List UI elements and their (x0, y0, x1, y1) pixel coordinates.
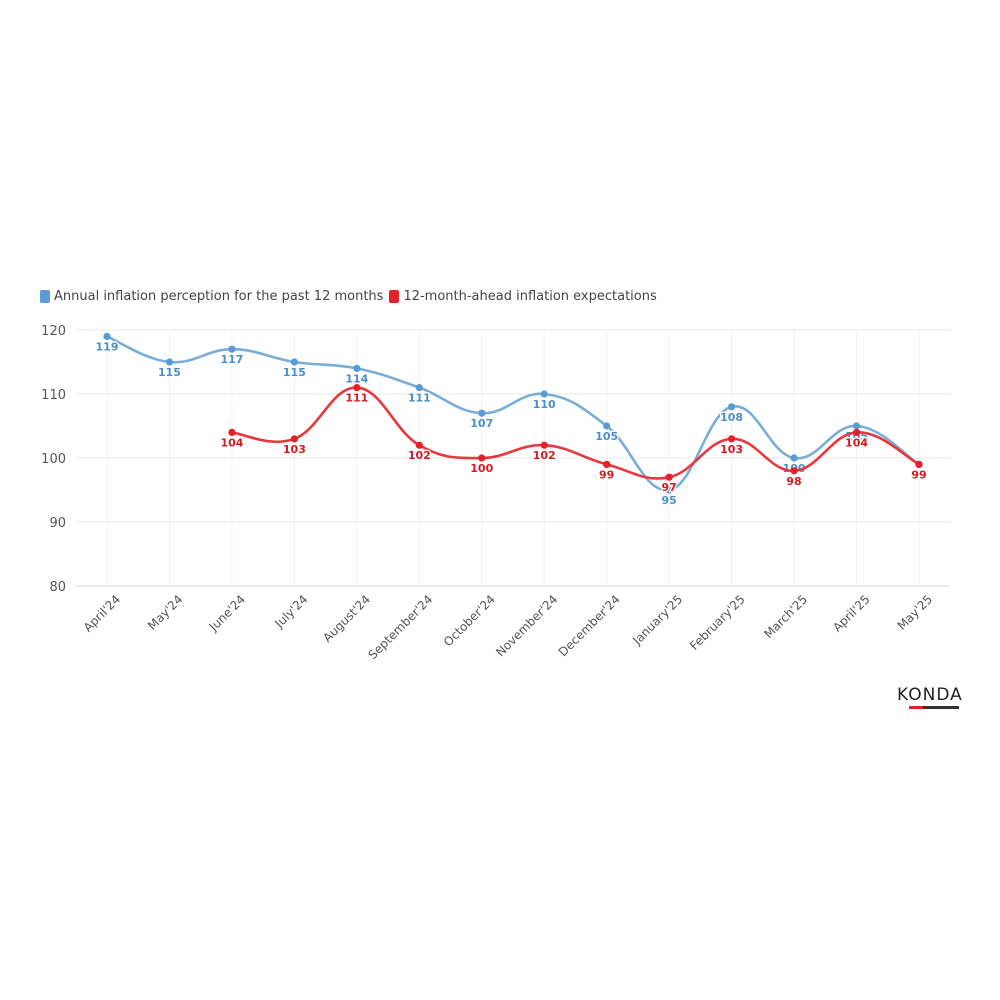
x-tick-label: January'25 (629, 592, 685, 648)
data-point-1 (353, 384, 361, 392)
data-point-0 (103, 332, 111, 340)
data-point-0 (165, 358, 174, 366)
logo-text: KONDA (897, 685, 963, 705)
x-tick-label: April'25 (830, 592, 872, 634)
data-point-0 (353, 364, 361, 372)
legend-label-perception: Annual inflation perception for the past… (54, 289, 384, 304)
data-point-0 (665, 486, 673, 494)
x-tick-label: July'24 (272, 592, 311, 631)
x-tick-label: February'25 (687, 592, 748, 653)
legend-item-expectations[interactable]: 12-month-ahead inflation expectations (389, 289, 657, 304)
data-label-1: 99 (599, 468, 614, 481)
data-point-1 (790, 467, 798, 475)
data-label-1: 102 (533, 449, 556, 462)
data-label-0: 105 (595, 430, 618, 443)
data-label-1: 103 (720, 443, 743, 456)
x-tick-label: March'25 (761, 592, 810, 641)
chart-legend: Annual inflation perception for the past… (40, 289, 663, 304)
data-label-1: 97 (661, 481, 676, 494)
data-point-1 (228, 428, 236, 436)
data-point-1 (290, 435, 298, 443)
legend-swatch-expectations (389, 290, 400, 303)
data-label-0: 95 (661, 494, 676, 507)
data-point-1 (540, 441, 548, 449)
data-label-1: 100 (470, 462, 493, 475)
data-point-1 (728, 435, 736, 443)
data-point-0 (290, 358, 298, 366)
data-label-1: 98 (786, 475, 801, 488)
data-label-1: 104 (220, 436, 243, 449)
data-label-0: 107 (470, 417, 493, 430)
y-tick-label: 90 (49, 516, 66, 531)
data-point-0 (540, 390, 548, 398)
data-label-0: 99 (911, 468, 926, 481)
data-label-1: 102 (408, 449, 431, 462)
data-label-0: 117 (220, 353, 243, 366)
data-label-0: 115 (283, 366, 306, 379)
data-point-0 (790, 454, 798, 462)
data-label-0: 111 (408, 392, 431, 405)
y-tick-label: 100 (41, 452, 66, 467)
y-tick-label: 80 (49, 580, 66, 595)
x-tick-label: June'24 (206, 592, 248, 634)
data-point-1 (603, 460, 611, 468)
data-label-1: 103 (283, 443, 306, 456)
data-point-0 (228, 345, 236, 353)
data-point-0 (478, 409, 486, 417)
data-label-0: 119 (96, 340, 119, 353)
data-label-0: 114 (345, 372, 368, 385)
legend-swatch-perception (40, 290, 50, 303)
data-point-0 (415, 384, 423, 392)
data-point-1 (665, 473, 673, 481)
data-label-1: 104 (845, 436, 868, 449)
x-tick-label: April'24 (81, 592, 123, 634)
y-tick-label: 120 (41, 324, 66, 339)
data-label-0: 108 (720, 411, 743, 424)
x-tick-label: December'24 (556, 592, 623, 659)
data-point-1 (478, 454, 486, 462)
data-point-0 (603, 422, 611, 430)
y-tick-label: 110 (41, 388, 66, 403)
konda-logo: KONDA (897, 685, 963, 712)
data-label-1: 111 (345, 392, 368, 405)
data-point-1 (415, 441, 423, 449)
x-tick-label: November'24 (493, 592, 560, 659)
data-point-1 (915, 460, 923, 468)
data-label-0: 115 (158, 366, 181, 379)
data-point-1 (852, 428, 861, 436)
logo-underline (909, 706, 959, 709)
series-line-1 (230, 386, 921, 480)
x-tick-label: May'25 (895, 592, 936, 633)
legend-label-expectations: 12-month-ahead inflation expectations (403, 289, 657, 304)
data-point-0 (728, 403, 736, 411)
legend-item-perception[interactable]: Annual inflation perception for the past… (40, 289, 383, 304)
x-tick-label: May'24 (145, 592, 186, 633)
x-tick-label: October'24 (441, 592, 498, 649)
data-label-1: 99 (911, 468, 926, 481)
x-tick-label: August'24 (320, 592, 373, 645)
x-tick-label: September'24 (365, 592, 435, 662)
data-point-0 (852, 422, 861, 430)
data-label-0: 110 (533, 398, 556, 411)
